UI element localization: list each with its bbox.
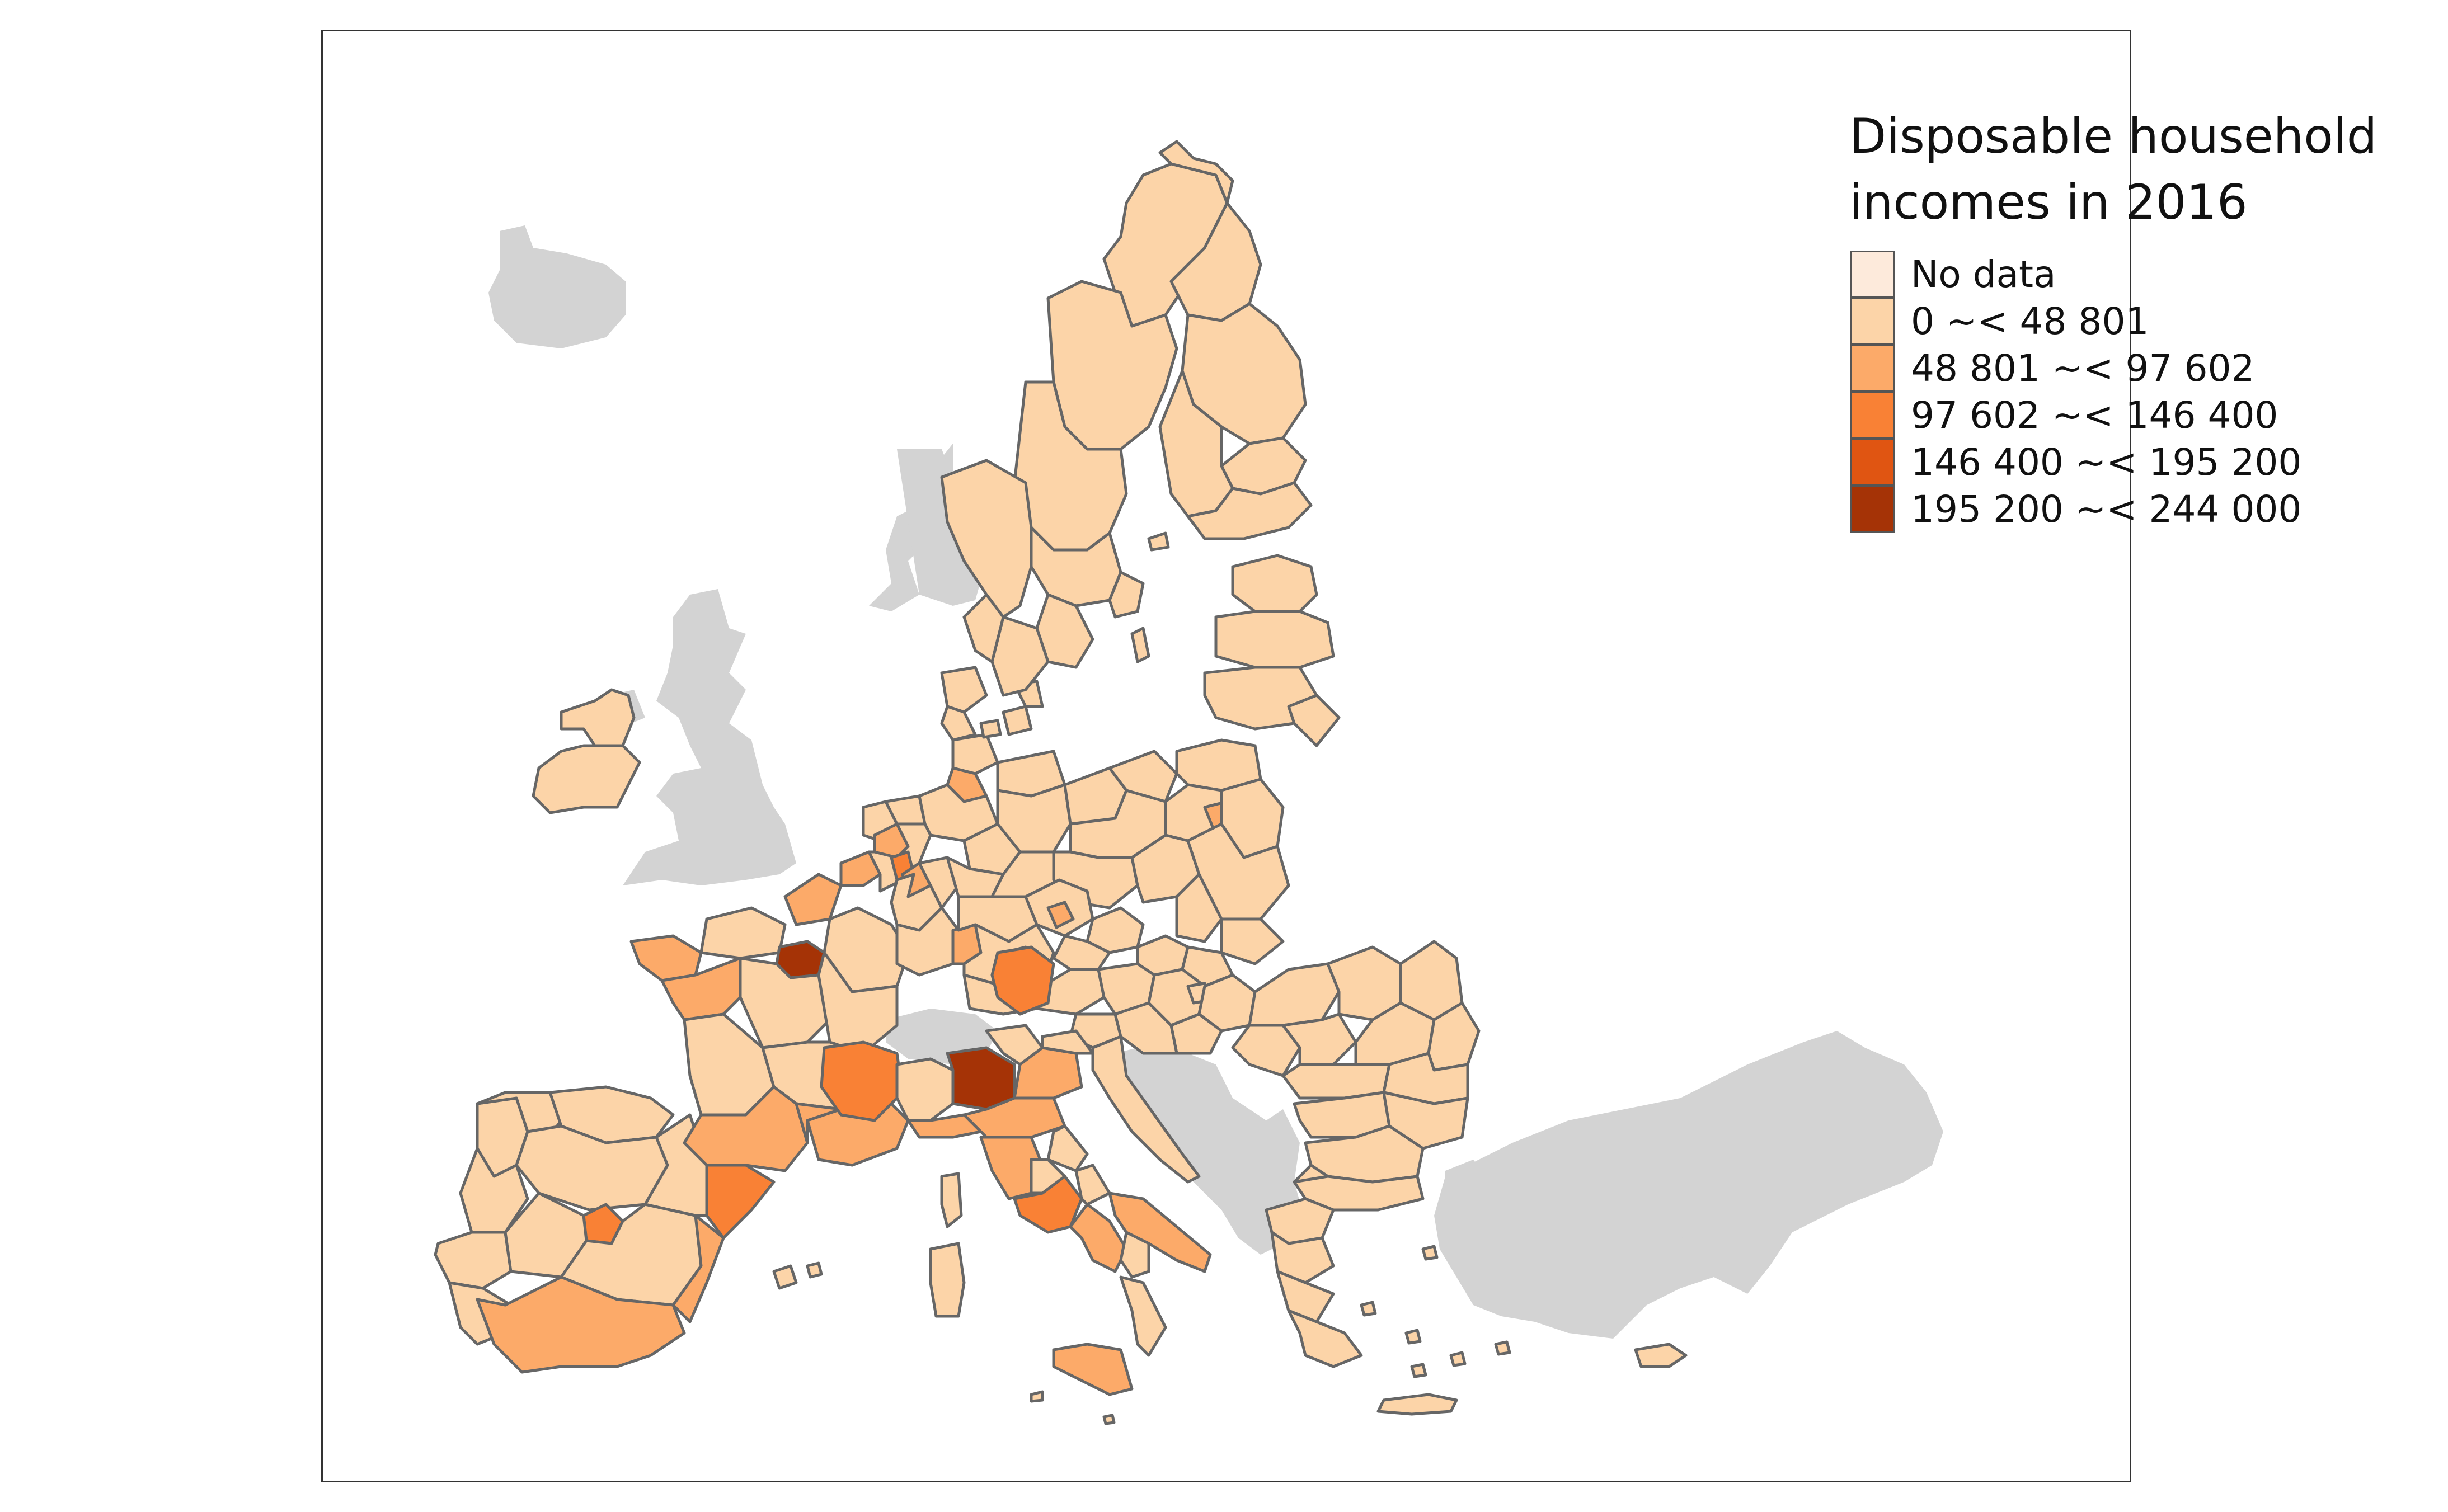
legend-label: No data: [1911, 253, 2056, 296]
region-italy-lazio: [1013, 1175, 1083, 1234]
legend-item: 195 200 ~< 244 000: [1849, 486, 2437, 533]
region-greece-crete: [1376, 1393, 1458, 1416]
region-spain-catalonia: [705, 1164, 776, 1240]
legend-item: 48 801 ~< 97 602: [1849, 345, 2437, 392]
legend-item: 0 ~< 48 801: [1849, 298, 2437, 345]
region-denmark-jutland-north: [940, 666, 988, 714]
region-france-occitanie: [683, 1085, 809, 1172]
region-spain-balearic: [772, 1264, 798, 1290]
region-malta: [1102, 1414, 1116, 1425]
region-estonia: [1231, 554, 1318, 613]
legend-label: 146 400 ~< 195 200: [1911, 441, 2302, 484]
region-italy-basilicata: [1119, 1231, 1150, 1279]
region-czech-prague: [1046, 901, 1075, 929]
region-sweden-west: [940, 459, 1033, 619]
region-belgium-west: [839, 850, 882, 887]
cyprus-landmass: [1680, 1232, 1714, 1255]
region-portugal-lisbon: [434, 1231, 513, 1290]
region-greece-island-1: [1421, 1245, 1439, 1261]
legend-swatch: [1850, 392, 1895, 439]
region-italy-sicily: [1052, 1343, 1134, 1396]
region-italy-abruzzo: [1074, 1164, 1111, 1206]
region-cyprus: [1634, 1343, 1688, 1368]
map-panel: Disposable household incomes in 2016 No …: [321, 30, 2377, 1482]
map-legend: Disposable household incomes in 2016 No …: [1849, 104, 2437, 533]
legend-item: 97 602 ~< 146 400: [1849, 392, 2437, 439]
region-austria-vienna: [990, 945, 1055, 1016]
region-greece-island-3: [1404, 1329, 1422, 1345]
region-greece-island-4: [1449, 1351, 1467, 1367]
legend-label: 0 ~< 48 801: [1911, 300, 2149, 343]
legend-title-line-1: Disposable household: [1849, 109, 2377, 164]
iceland-landmass: [488, 225, 626, 348]
region-spain-andalusia: [476, 1275, 686, 1374]
region-sweden-southwest: [962, 593, 1005, 663]
legend-swatch: [1850, 439, 1895, 486]
region-france-brittany: [629, 934, 703, 982]
region-spain-balearic-2: [806, 1261, 823, 1279]
balkans-landmass: [1115, 1042, 1305, 1255]
region-latvia: [1214, 610, 1335, 669]
norway-south-landmass: [897, 449, 986, 606]
legend-item: 146 400 ~< 195 200: [1849, 439, 2437, 486]
region-greece-5: [1287, 1309, 1363, 1368]
region-greece-island-6: [1494, 1340, 1511, 1356]
legend-label: 48 801 ~< 97 602: [1911, 347, 2255, 390]
region-lithuania-2: [1287, 694, 1341, 747]
region-romania-1: [1248, 962, 1341, 1027]
region-france-loire: [660, 957, 742, 1021]
region-italy-marche: [1046, 1124, 1089, 1172]
region-italy-friuli: [1041, 1029, 1094, 1055]
region-germany-sh: [951, 733, 999, 775]
legend-swatch: [1850, 345, 1895, 392]
legend-label: 195 200 ~< 244 000: [1911, 488, 2302, 531]
region-sweden-stockholm: [1108, 571, 1145, 619]
region-poland-10: [1175, 873, 1223, 943]
region-denmark-jutland-south: [940, 705, 977, 742]
legend-item: No data: [1849, 251, 2437, 298]
region-sweden-gotland: [1130, 627, 1150, 663]
region-france-lyon: [820, 1040, 904, 1122]
region-italy-puglia: [1108, 1191, 1212, 1273]
choropleth-map: [434, 140, 1943, 1425]
region-italy-piedmont: [895, 1057, 955, 1122]
region-greece-4: [1276, 1270, 1335, 1323]
region-france-normandy: [699, 906, 787, 960]
region-ireland-north: [560, 688, 636, 747]
region-italy-elba: [1030, 1390, 1044, 1403]
region-spain-valencia: [671, 1214, 725, 1323]
turkey-thrace-landmass: [1445, 1160, 1490, 1193]
legend-swatch: [1850, 298, 1895, 345]
region-finland-south: [1186, 481, 1313, 540]
turkey-landmass: [1434, 1031, 1943, 1339]
region-portugal-centre: [459, 1147, 529, 1234]
region-france-corsica: [940, 1172, 963, 1228]
region-france-north: [783, 873, 843, 926]
region-italy-calabria: [1119, 1275, 1167, 1357]
legend-swatch: [1850, 486, 1895, 533]
legend-title-line-2: incomes in 2016: [1849, 175, 2248, 230]
region-poland-11: [1220, 917, 1285, 965]
region-france-occitanie-east: [795, 1102, 843, 1144]
legend-label: 97 602 ~< 146 400: [1911, 394, 2278, 437]
legend-title: Disposable household incomes in 2016: [1849, 88, 2437, 251]
region-ireland-south: [532, 744, 641, 814]
region-france-burgundy: [817, 951, 899, 1055]
region-denmark-zealand: [1002, 705, 1033, 736]
region-italy-lombardy: [946, 1046, 1016, 1111]
region-denmark-funen: [979, 719, 1002, 739]
legend-swatch: [1850, 251, 1895, 298]
region-germany-hesse: [918, 856, 960, 910]
region-greece-island-5: [1410, 1363, 1427, 1378]
region-greece-island-2: [1360, 1301, 1377, 1317]
great-britain-landmass: [623, 589, 796, 885]
legend-items: No data 0 ~< 48 801 48 801 ~< 97 602 97 602…: [1849, 251, 2437, 533]
region-finland-aland: [1147, 531, 1170, 552]
region-croatia-adriatic: [1091, 1035, 1201, 1184]
region-romania-5: [1281, 1012, 1357, 1066]
region-italy-sardinia: [929, 1242, 966, 1318]
